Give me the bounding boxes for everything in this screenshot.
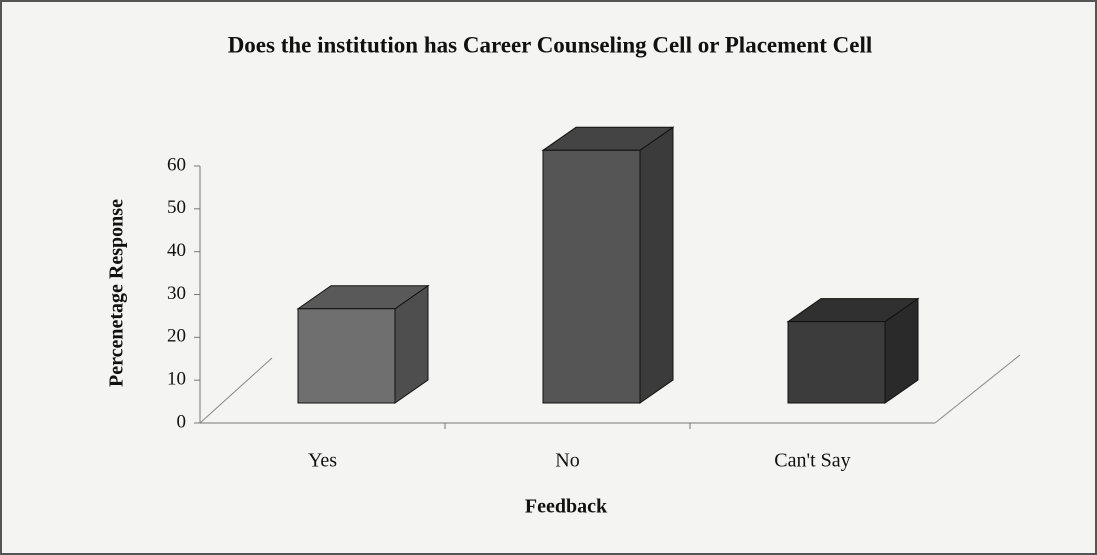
y-tick-label: 40 bbox=[167, 240, 186, 261]
y-axis-title: Percenetage Response bbox=[106, 199, 128, 387]
y-tick-label: 0 bbox=[177, 411, 187, 432]
bar-side bbox=[639, 126, 674, 404]
y-tick-label: 60 bbox=[167, 154, 186, 175]
bar bbox=[296, 284, 430, 404]
x-tick-label: Yes bbox=[308, 450, 337, 472]
y-tick-label: 10 bbox=[167, 369, 186, 390]
floor-edge bbox=[934, 354, 1021, 424]
floor-edge bbox=[199, 357, 273, 424]
bar bbox=[541, 126, 675, 404]
y-tick-label: 30 bbox=[167, 283, 186, 304]
x-tick-label: No bbox=[555, 450, 579, 472]
y-tick-label: 50 bbox=[167, 197, 186, 218]
y-tick-label: 20 bbox=[167, 326, 186, 347]
bar-front bbox=[787, 321, 886, 404]
bar-front bbox=[542, 149, 641, 404]
bar bbox=[786, 297, 920, 404]
x-tick-label: Can't Say bbox=[774, 450, 850, 472]
x-axis-title: Feedback bbox=[525, 496, 608, 518]
chart-title: Does the institution has Career Counseli… bbox=[228, 32, 873, 57]
bar-front bbox=[297, 308, 396, 404]
